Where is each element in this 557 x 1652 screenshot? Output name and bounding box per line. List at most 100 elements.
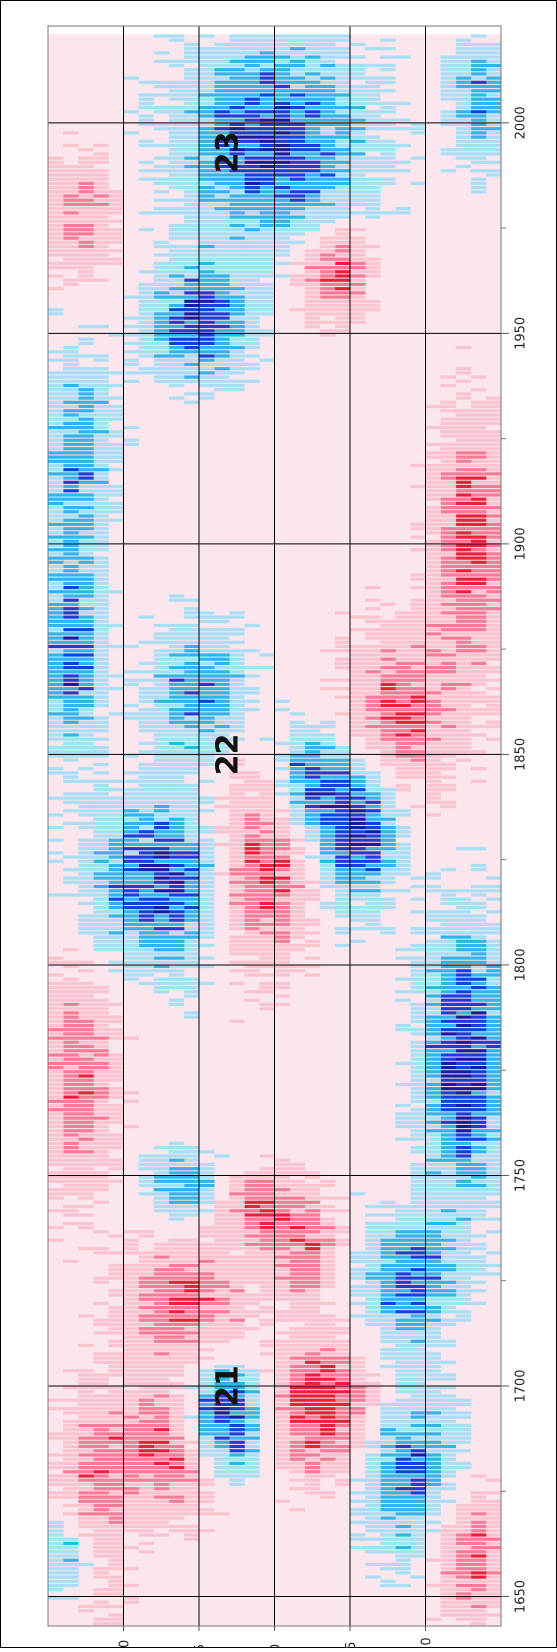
heatmap-cell bbox=[350, 1423, 366, 1428]
heatmap-cell bbox=[199, 1402, 215, 1406]
heatmap-cell bbox=[410, 691, 426, 695]
heatmap-cell bbox=[410, 640, 426, 644]
heatmap-cell bbox=[229, 1259, 245, 1263]
heatmap-cell bbox=[48, 724, 64, 729]
heatmap-cell bbox=[485, 632, 501, 636]
heatmap-cell bbox=[455, 1255, 472, 1259]
heatmap-cell bbox=[395, 1116, 411, 1120]
heatmap-cell bbox=[319, 1280, 336, 1284]
heatmap-cell bbox=[470, 884, 487, 889]
heatmap-cell bbox=[410, 1213, 426, 1217]
heatmap-cell bbox=[259, 1200, 275, 1204]
heatmap-cell bbox=[48, 986, 64, 990]
heatmap-cell bbox=[168, 1369, 185, 1373]
heatmap-cell bbox=[244, 337, 260, 341]
heatmap-cell bbox=[199, 699, 215, 703]
heatmap-cell bbox=[440, 1411, 457, 1415]
heatmap-cell bbox=[48, 518, 64, 522]
heatmap-cell bbox=[153, 1478, 170, 1482]
heatmap-cell bbox=[229, 1432, 245, 1436]
heatmap-cell bbox=[440, 1423, 457, 1428]
heatmap-cell bbox=[93, 1108, 109, 1112]
heatmap-cell bbox=[199, 1491, 215, 1495]
heatmap-cell bbox=[93, 489, 109, 493]
heatmap-cell bbox=[63, 674, 79, 678]
heatmap-cell bbox=[304, 1247, 321, 1251]
heatmap-cell bbox=[425, 476, 441, 480]
heatmap-cell bbox=[153, 1411, 170, 1415]
heatmap-cell bbox=[425, 1470, 441, 1474]
heatmap-cell bbox=[138, 1331, 155, 1335]
heatmap-cell bbox=[78, 712, 94, 716]
heatmap-cell bbox=[48, 981, 64, 985]
heatmap-cell bbox=[199, 1423, 215, 1428]
heatmap-cell bbox=[244, 872, 260, 876]
heatmap-cell bbox=[199, 1369, 215, 1373]
heatmap-cell bbox=[63, 1495, 79, 1499]
heatmap-cell bbox=[123, 716, 139, 720]
heatmap-cell bbox=[274, 1289, 290, 1293]
heatmap-cell bbox=[274, 1238, 290, 1242]
heatmap-cell bbox=[108, 1428, 124, 1432]
heatmap-cell bbox=[274, 842, 290, 846]
heatmap-cell bbox=[440, 1263, 457, 1268]
heatmap-cell bbox=[319, 750, 336, 754]
heatmap-cell bbox=[138, 1461, 155, 1465]
heatmap-cell bbox=[199, 922, 215, 926]
heatmap-cell bbox=[229, 657, 245, 661]
heatmap-cell bbox=[183, 1209, 200, 1213]
heatmap-cell bbox=[244, 674, 260, 678]
heatmap-cell bbox=[123, 964, 139, 969]
heatmap-cell bbox=[319, 329, 336, 333]
heatmap-cell bbox=[199, 367, 215, 371]
heatmap-cell bbox=[93, 560, 109, 564]
heatmap-cell bbox=[63, 1428, 79, 1432]
heatmap-cell bbox=[63, 1019, 79, 1023]
heatmap-cell bbox=[365, 884, 381, 889]
heatmap-cell bbox=[274, 1369, 290, 1373]
heatmap-cell bbox=[63, 459, 79, 463]
heatmap-cell bbox=[289, 1444, 306, 1449]
heatmap-cell bbox=[470, 1533, 487, 1537]
heatmap-cell bbox=[138, 695, 155, 699]
heatmap-cell bbox=[168, 1335, 185, 1339]
heatmap-cell bbox=[425, 1495, 441, 1499]
heatmap-cell bbox=[350, 1373, 366, 1377]
heatmap-cell bbox=[485, 1015, 501, 1019]
heatmap-cell bbox=[93, 1116, 109, 1120]
heatmap-cell bbox=[214, 320, 230, 324]
heatmap-cell bbox=[425, 1049, 441, 1053]
heatmap-cell bbox=[78, 981, 94, 985]
heatmap-cell bbox=[214, 1339, 230, 1343]
heatmap-cell bbox=[63, 358, 79, 362]
heatmap-cell bbox=[78, 746, 94, 750]
heatmap-cell bbox=[48, 1036, 64, 1040]
heatmap-cell bbox=[455, 939, 472, 943]
heatmap-cell bbox=[470, 577, 487, 581]
heatmap-cell bbox=[183, 800, 200, 804]
heatmap-cell bbox=[199, 901, 215, 905]
heatmap-cell bbox=[48, 1550, 64, 1554]
heatmap-cell bbox=[410, 737, 426, 741]
heatmap-cell bbox=[455, 581, 472, 585]
heatmap-cell bbox=[93, 1508, 109, 1512]
heatmap-cell bbox=[78, 868, 94, 872]
heatmap-cell bbox=[289, 1423, 306, 1428]
heatmap-cell bbox=[123, 821, 139, 825]
heatmap-cell bbox=[485, 1272, 501, 1276]
heatmap-cell bbox=[214, 324, 230, 329]
heatmap-cell bbox=[214, 1364, 230, 1369]
heatmap-cell bbox=[440, 1120, 457, 1124]
heatmap-cell bbox=[93, 834, 109, 838]
heatmap-cell bbox=[78, 847, 94, 851]
heatmap-cell bbox=[214, 678, 230, 682]
heatmap-cell bbox=[138, 661, 155, 665]
heatmap-cell bbox=[244, 943, 260, 948]
heatmap-cell bbox=[395, 1247, 411, 1251]
heatmap-cell bbox=[214, 1268, 230, 1272]
heatmap-cell bbox=[380, 931, 396, 935]
heatmap-cell bbox=[229, 876, 245, 880]
heatmap-cell bbox=[365, 1495, 381, 1499]
heatmap-cell bbox=[470, 1053, 487, 1057]
heatmap-cell bbox=[259, 1007, 275, 1011]
